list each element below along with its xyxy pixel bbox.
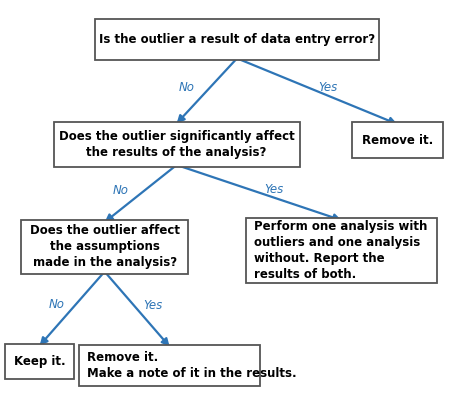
Text: Yes: Yes — [264, 183, 283, 196]
FancyBboxPatch shape — [21, 220, 188, 274]
Text: Perform one analysis with
outliers and one analysis
without. Report the
results : Perform one analysis with outliers and o… — [254, 220, 428, 281]
Text: Keep it.: Keep it. — [14, 355, 65, 368]
Text: No: No — [179, 81, 195, 94]
Text: Yes: Yes — [143, 299, 162, 312]
Text: Does the outlier significantly affect
the results of the analysis?: Does the outlier significantly affect th… — [59, 130, 294, 159]
FancyBboxPatch shape — [54, 122, 300, 167]
FancyBboxPatch shape — [5, 344, 74, 379]
FancyBboxPatch shape — [246, 218, 437, 283]
FancyBboxPatch shape — [95, 19, 379, 60]
Text: Remove it.: Remove it. — [362, 134, 433, 147]
FancyBboxPatch shape — [79, 345, 260, 386]
Text: Yes: Yes — [318, 81, 337, 94]
Text: Is the outlier a result of data entry error?: Is the outlier a result of data entry er… — [99, 33, 375, 46]
Text: Does the outlier affect
the assumptions
made in the analysis?: Does the outlier affect the assumptions … — [29, 224, 180, 270]
Text: No: No — [113, 184, 129, 197]
Text: No: No — [49, 299, 65, 312]
FancyBboxPatch shape — [352, 122, 443, 158]
Text: Remove it.
Make a note of it in the results.: Remove it. Make a note of it in the resu… — [87, 351, 297, 380]
